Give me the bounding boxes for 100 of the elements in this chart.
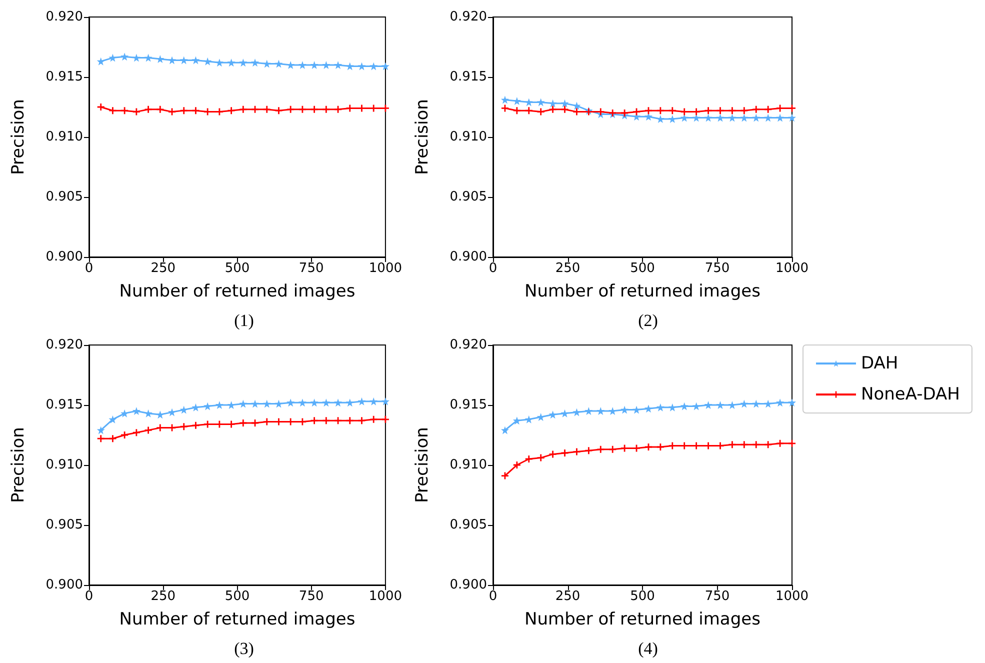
- point: [788, 114, 796, 122]
- point: [192, 422, 200, 429]
- y-tick-label: 0.920: [46, 10, 83, 24]
- point: [346, 398, 354, 407]
- point: [215, 58, 224, 67]
- point: [668, 403, 676, 412]
- point: [548, 99, 557, 108]
- point: [740, 400, 748, 408]
- point: [322, 417, 330, 424]
- point: [382, 416, 389, 423]
- point: [192, 107, 200, 114]
- point: [501, 472, 508, 480]
- point: [322, 61, 330, 69]
- point: [108, 54, 117, 62]
- point: [132, 407, 140, 415]
- x-tick-label: 500: [224, 589, 250, 604]
- point: [740, 107, 748, 114]
- point: [561, 106, 568, 113]
- y-tick-label: 0.910: [450, 130, 487, 144]
- y-tick-label: 0.915: [450, 70, 487, 84]
- x-tick-label: 250: [150, 261, 176, 276]
- y-axis-title: Precision: [412, 99, 432, 175]
- point: [572, 102, 581, 110]
- point: [310, 106, 318, 113]
- legend-label: DAH: [861, 354, 898, 374]
- point: [334, 106, 342, 113]
- point: [752, 114, 760, 122]
- point: [381, 62, 390, 70]
- x-tick-label: 750: [704, 261, 730, 276]
- point: [597, 446, 604, 453]
- point: [322, 398, 330, 407]
- point: [263, 106, 270, 113]
- y-tick-label: 0.910: [46, 130, 83, 144]
- point: [310, 61, 318, 69]
- point: [704, 114, 712, 122]
- point: [776, 114, 784, 122]
- point: [180, 107, 188, 114]
- point: [633, 108, 640, 116]
- point: [108, 415, 117, 424]
- point: [680, 402, 688, 410]
- x-tick-label: 1000: [775, 261, 809, 276]
- point: [358, 417, 366, 424]
- point: [704, 401, 712, 409]
- point: [251, 58, 260, 67]
- point: [716, 114, 724, 122]
- point: [525, 456, 532, 462]
- y-tick-label: 0.920: [450, 10, 487, 24]
- point: [168, 108, 176, 116]
- point: [121, 107, 128, 114]
- point: [740, 114, 748, 122]
- y-tick-label: 0.915: [46, 398, 83, 412]
- point: [560, 409, 569, 418]
- point: [536, 98, 545, 106]
- point: [240, 106, 247, 113]
- x-tick-label: 250: [555, 261, 580, 276]
- x-tick-label: 1000: [775, 589, 809, 604]
- point: [656, 403, 664, 412]
- point: [632, 406, 641, 414]
- point: [109, 435, 116, 442]
- point: [96, 57, 105, 66]
- point: [358, 62, 366, 70]
- x-axis-title: Number of returned images: [524, 282, 761, 302]
- point: [512, 416, 521, 425]
- point: [692, 402, 700, 410]
- point: [168, 56, 176, 64]
- point: [644, 404, 652, 413]
- point: [275, 107, 282, 114]
- point: [764, 114, 772, 122]
- y-tick-label: 0.910: [46, 458, 83, 472]
- point: [239, 400, 248, 408]
- point: [524, 98, 533, 106]
- y-tick-label: 0.905: [46, 190, 83, 204]
- point: [310, 398, 318, 407]
- point: [764, 441, 772, 448]
- x-tick-label: 500: [630, 589, 655, 604]
- point: [215, 401, 224, 409]
- y-axis-title: Precision: [8, 99, 28, 175]
- x-tick-label: 750: [298, 261, 324, 276]
- point: [180, 56, 188, 64]
- x-tick-label: 0: [488, 261, 498, 276]
- y-tick-label: 0.900: [46, 250, 83, 264]
- point: [740, 441, 748, 448]
- point: [537, 108, 544, 116]
- point: [109, 107, 116, 114]
- point: [656, 444, 664, 450]
- point: [298, 106, 306, 113]
- point: [764, 106, 772, 113]
- point: [192, 403, 200, 412]
- point: [144, 426, 152, 434]
- y-tick-label: 0.905: [46, 518, 83, 532]
- point: [121, 432, 128, 438]
- point: [322, 106, 330, 113]
- point: [310, 417, 318, 424]
- point: [621, 110, 628, 116]
- point: [370, 416, 378, 423]
- point: [525, 107, 532, 114]
- point: [620, 406, 629, 414]
- point: [584, 407, 593, 415]
- point: [585, 447, 592, 454]
- point: [346, 417, 354, 424]
